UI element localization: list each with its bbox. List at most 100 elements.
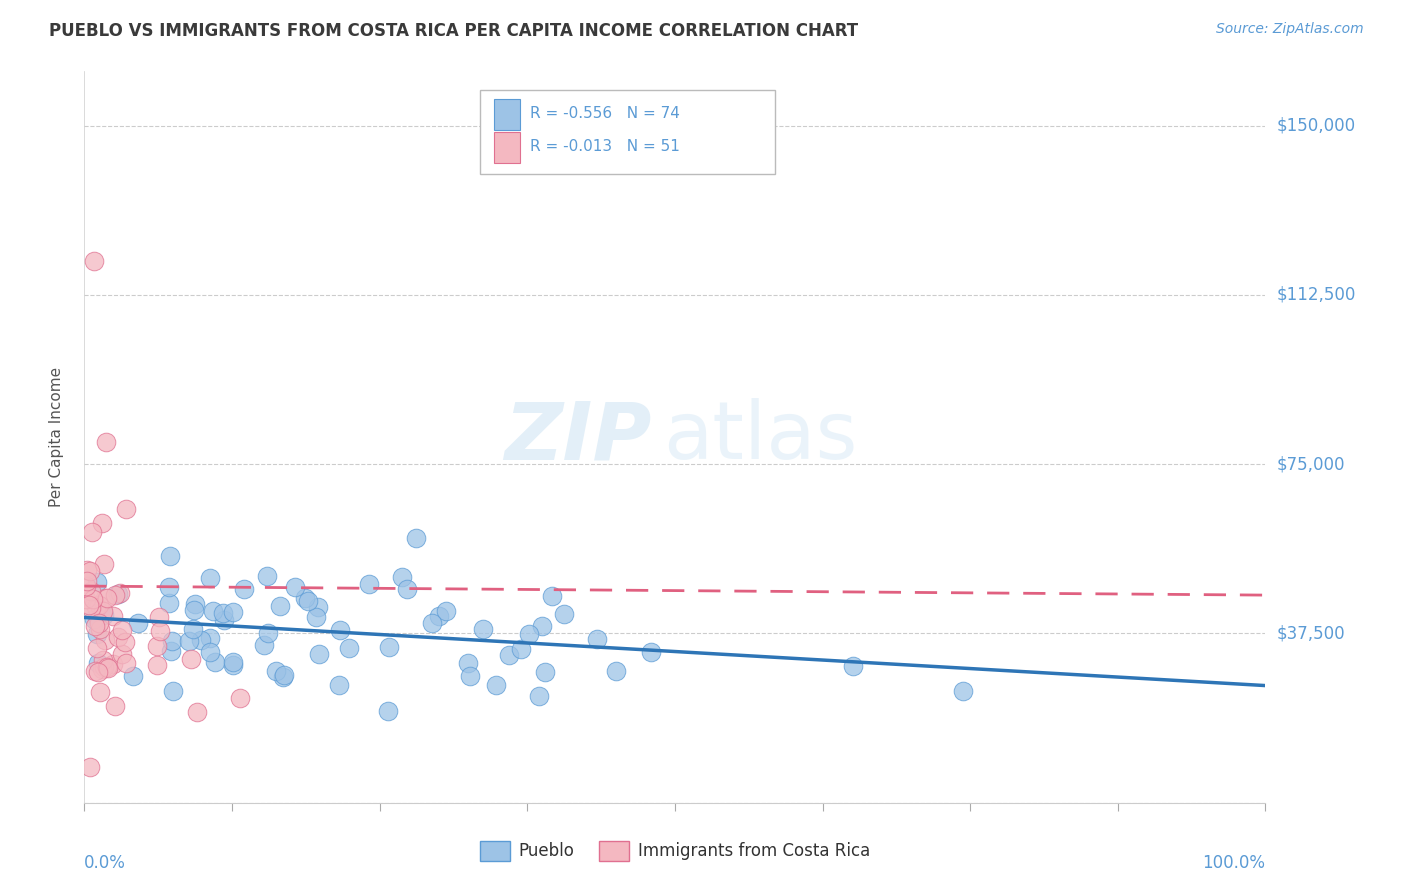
Point bbox=[472, 622, 495, 636]
Point bbox=[180, 652, 202, 666]
Point bbox=[149, 624, 172, 639]
Point bbox=[83, 254, 105, 268]
Point bbox=[540, 590, 562, 604]
Point bbox=[842, 658, 865, 673]
Point bbox=[183, 597, 205, 611]
Point bbox=[534, 665, 557, 680]
Point bbox=[510, 642, 533, 657]
Point bbox=[93, 607, 115, 622]
Point bbox=[80, 524, 103, 539]
Point bbox=[91, 516, 114, 530]
Point bbox=[80, 600, 103, 615]
Point bbox=[307, 599, 329, 614]
Point bbox=[222, 655, 245, 669]
Point bbox=[76, 563, 98, 577]
Point bbox=[200, 571, 222, 585]
Point bbox=[104, 589, 127, 603]
FancyBboxPatch shape bbox=[479, 90, 775, 174]
Point bbox=[79, 598, 101, 612]
Point bbox=[145, 657, 167, 672]
Point bbox=[232, 582, 254, 596]
Point bbox=[83, 612, 105, 626]
Point bbox=[76, 574, 98, 589]
Point bbox=[157, 580, 180, 594]
Point bbox=[79, 760, 101, 774]
Point bbox=[427, 608, 450, 623]
Point bbox=[328, 678, 350, 692]
Point bbox=[75, 591, 97, 606]
Point bbox=[86, 575, 108, 590]
Point bbox=[190, 633, 212, 648]
Point bbox=[90, 662, 112, 676]
Y-axis label: Per Capita Income: Per Capita Income bbox=[49, 367, 63, 508]
Point bbox=[284, 580, 307, 594]
Point bbox=[297, 594, 319, 608]
Point bbox=[160, 634, 183, 648]
Point bbox=[517, 627, 540, 641]
Text: $150,000: $150,000 bbox=[1277, 117, 1355, 135]
Point bbox=[377, 640, 399, 655]
Point bbox=[198, 632, 221, 646]
Point bbox=[485, 678, 508, 692]
Point bbox=[91, 653, 114, 667]
Text: atlas: atlas bbox=[664, 398, 858, 476]
Point bbox=[228, 690, 250, 705]
Point bbox=[86, 640, 108, 655]
Point bbox=[114, 656, 136, 670]
Point bbox=[121, 669, 143, 683]
Point bbox=[222, 605, 245, 619]
Point bbox=[329, 623, 352, 637]
Point bbox=[181, 622, 204, 636]
Point bbox=[148, 610, 170, 624]
Point bbox=[269, 599, 291, 613]
Point bbox=[101, 657, 124, 671]
Point bbox=[87, 598, 110, 612]
Point bbox=[160, 644, 183, 658]
Point bbox=[75, 579, 97, 593]
Point bbox=[157, 596, 180, 610]
Point bbox=[405, 531, 427, 545]
Text: ZIP: ZIP bbox=[503, 398, 651, 476]
Point bbox=[308, 647, 330, 661]
Point bbox=[146, 639, 169, 653]
Point bbox=[273, 668, 295, 682]
Point bbox=[114, 635, 136, 649]
Point bbox=[294, 591, 316, 605]
Point bbox=[212, 613, 235, 627]
Point bbox=[93, 660, 115, 674]
Point bbox=[271, 670, 294, 684]
Point bbox=[527, 690, 550, 704]
Point bbox=[256, 626, 278, 640]
Point bbox=[256, 568, 278, 582]
Point bbox=[253, 638, 276, 652]
Point bbox=[80, 583, 103, 598]
Point bbox=[87, 665, 110, 679]
Text: 0.0%: 0.0% bbox=[84, 854, 127, 872]
Point bbox=[498, 648, 520, 663]
Text: $112,500: $112,500 bbox=[1277, 285, 1355, 304]
Point bbox=[86, 627, 108, 641]
Point bbox=[82, 592, 104, 607]
Point bbox=[420, 615, 443, 630]
Point bbox=[89, 622, 111, 636]
FancyBboxPatch shape bbox=[494, 99, 520, 130]
Point bbox=[198, 645, 221, 659]
Point bbox=[186, 706, 208, 720]
Text: PUEBLO VS IMMIGRANTS FROM COSTA RICA PER CAPITA INCOME CORRELATION CHART: PUEBLO VS IMMIGRANTS FROM COSTA RICA PER… bbox=[49, 22, 858, 40]
Point bbox=[458, 668, 481, 682]
Point bbox=[127, 615, 149, 630]
Point bbox=[640, 645, 662, 659]
Point bbox=[93, 557, 115, 571]
Point bbox=[177, 633, 200, 648]
Point bbox=[162, 683, 184, 698]
Point bbox=[114, 502, 136, 516]
Point bbox=[396, 582, 419, 596]
Text: $75,000: $75,000 bbox=[1277, 455, 1346, 473]
Point bbox=[202, 604, 225, 618]
Point bbox=[110, 623, 132, 637]
Point bbox=[553, 607, 575, 621]
Point bbox=[264, 665, 287, 679]
Text: Source: ZipAtlas.com: Source: ZipAtlas.com bbox=[1216, 22, 1364, 37]
Point bbox=[585, 632, 607, 646]
Point bbox=[204, 655, 226, 669]
